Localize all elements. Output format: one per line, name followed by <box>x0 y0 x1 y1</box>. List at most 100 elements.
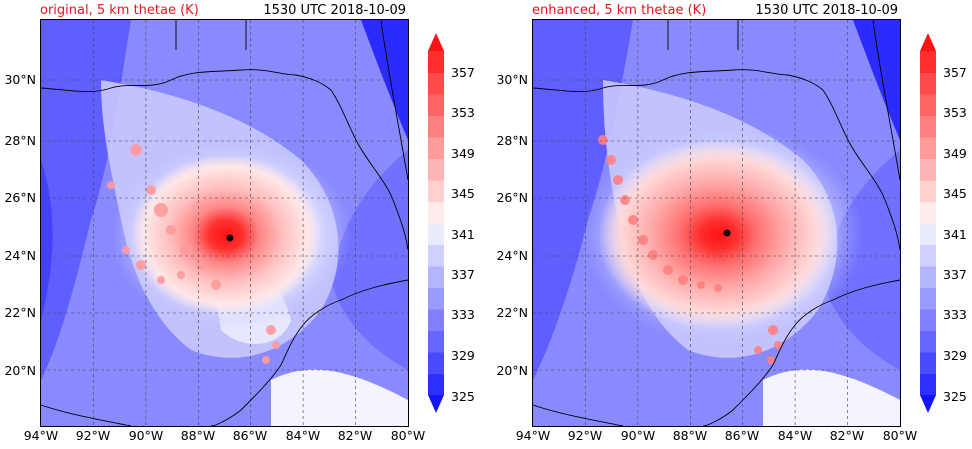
colorbar-segment <box>920 201 936 224</box>
lat-tick-label: 30°N <box>496 72 528 87</box>
colorbar <box>428 33 444 413</box>
panel-title: enhanced, 5 km thetae (K) <box>532 3 707 18</box>
colorbar-segment <box>920 223 936 245</box>
colorbar-segment <box>920 287 936 310</box>
colorbar-segment <box>428 94 444 116</box>
colorbar-tick-label: 349 <box>943 146 967 161</box>
colorbar-extend-max <box>920 33 936 51</box>
lon-tick-label: 90°W <box>128 428 164 443</box>
colorbar-tick-label: 337 <box>943 267 967 282</box>
lat-tick-label: 20°N <box>496 363 528 378</box>
lon-tick-label: 82°W <box>829 428 865 443</box>
colorbar-segment <box>920 309 936 331</box>
lon-tick-label: 90°W <box>620 428 656 443</box>
colorbar-segment <box>920 137 936 159</box>
colorbar-segment <box>428 330 444 353</box>
colorbar-segments <box>428 33 444 413</box>
colorbar-segment <box>428 223 444 245</box>
colorbar-segment <box>920 115 936 138</box>
colorbar-segment <box>428 352 444 374</box>
colorbar-extend-max <box>428 33 444 51</box>
colorbar-segment <box>920 94 936 116</box>
colorbar-segment <box>920 180 936 202</box>
colorbar-segment <box>428 115 444 138</box>
colorbar-segment <box>428 244 444 267</box>
lat-tick-label: 22°N <box>4 305 36 320</box>
storm-warm-core <box>598 140 838 330</box>
storm-warm-core <box>131 155 321 315</box>
lon-tick-label: 86°W <box>232 428 268 443</box>
colorbar-tick-label: 329 <box>943 348 967 363</box>
panel-timestamp: 1530 UTC 2018-10-09 <box>263 3 406 18</box>
colorbar-tick-label: 325 <box>943 389 967 404</box>
lon-tick-label: 80°W <box>882 428 918 443</box>
colorbar-tick-label: 349 <box>451 146 475 161</box>
colorbar-tick-label: 341 <box>451 227 475 242</box>
storm-center-marker <box>723 229 731 237</box>
colorbar-tick-label: 353 <box>943 105 967 120</box>
panel-original: original, 5 km thetae (K) 1530 UTC 2018-… <box>4 3 475 443</box>
lat-tick-label: 28°N <box>496 133 528 148</box>
lat-tick-label: 30°N <box>4 72 36 87</box>
colorbar-extend-min <box>920 395 936 413</box>
high-thetae-region <box>763 369 900 426</box>
lon-tick-label: 94°W <box>23 428 59 443</box>
colorbar-tick-label: 337 <box>451 267 475 282</box>
convective-cells <box>107 144 280 364</box>
colorbar-tick-label: 353 <box>451 105 475 120</box>
colorbar-tick-label: 357 <box>943 65 967 80</box>
colorbar-tick-label: 341 <box>943 227 967 242</box>
colorbar-segment <box>428 51 444 73</box>
map-plot <box>40 19 409 427</box>
colorbar-segment <box>920 373 936 396</box>
lon-tick-label: 92°W <box>75 428 111 443</box>
colorbar-segment <box>428 309 444 331</box>
colorbar-segment <box>920 51 936 73</box>
colorbar-tick-label: 325 <box>451 389 475 404</box>
colorbar-tick-label: 329 <box>451 348 475 363</box>
lon-tick-label: 94°W <box>515 428 551 443</box>
colorbar-tick-label: 357 <box>451 65 475 80</box>
storm-center-marker <box>226 234 234 242</box>
lat-tick-label: 26°N <box>4 190 36 205</box>
gridlines <box>41 20 408 426</box>
lat-tick-label: 24°N <box>4 248 36 263</box>
lat-tick-label: 26°N <box>496 190 528 205</box>
colorbar-segment <box>920 266 936 288</box>
colorbar-segment <box>428 266 444 288</box>
colorbar-segment <box>428 180 444 202</box>
coastlines <box>41 20 408 426</box>
lon-tick-label: 88°W <box>180 428 216 443</box>
panel-title: original, 5 km thetae (K) <box>40 3 199 18</box>
colorbar-segment <box>428 158 444 181</box>
colorbar-segment <box>428 373 444 396</box>
colorbar-tick-label: 345 <box>943 186 967 201</box>
lon-tick-label: 80°W <box>390 428 426 443</box>
lat-tick-label: 22°N <box>496 305 528 320</box>
colorbar-extend-min <box>428 395 444 413</box>
map-canvas <box>533 20 900 426</box>
colorbar-segment <box>428 201 444 224</box>
low-thetae-region <box>823 150 900 370</box>
lat-tick-label: 28°N <box>4 133 36 148</box>
lat-tick-label: 20°N <box>4 363 36 378</box>
low-thetae-region <box>331 150 408 370</box>
colorbar-segment <box>428 72 444 95</box>
lon-tick-label: 84°W <box>285 428 321 443</box>
lat-tick-label: 24°N <box>496 248 528 263</box>
lon-tick-label: 86°W <box>724 428 760 443</box>
coastlines <box>533 20 900 426</box>
colorbar-segment <box>428 137 444 159</box>
lon-tick-label: 82°W <box>337 428 373 443</box>
panel-enhanced: enhanced, 5 km thetae (K) 1530 UTC 2018-… <box>492 0 972 449</box>
colorbar-tick-label: 333 <box>451 307 475 322</box>
colorbar-segment <box>920 72 936 95</box>
low-thetae-region <box>41 160 53 320</box>
gridlines <box>533 20 900 426</box>
colorbar-segments <box>920 33 936 413</box>
colorbar-tick-label: 345 <box>451 186 475 201</box>
map-canvas <box>41 20 408 426</box>
convective-cells <box>598 135 782 364</box>
lon-tick-label: 92°W <box>567 428 603 443</box>
panel-timestamp: 1530 UTC 2018-10-09 <box>755 3 898 18</box>
